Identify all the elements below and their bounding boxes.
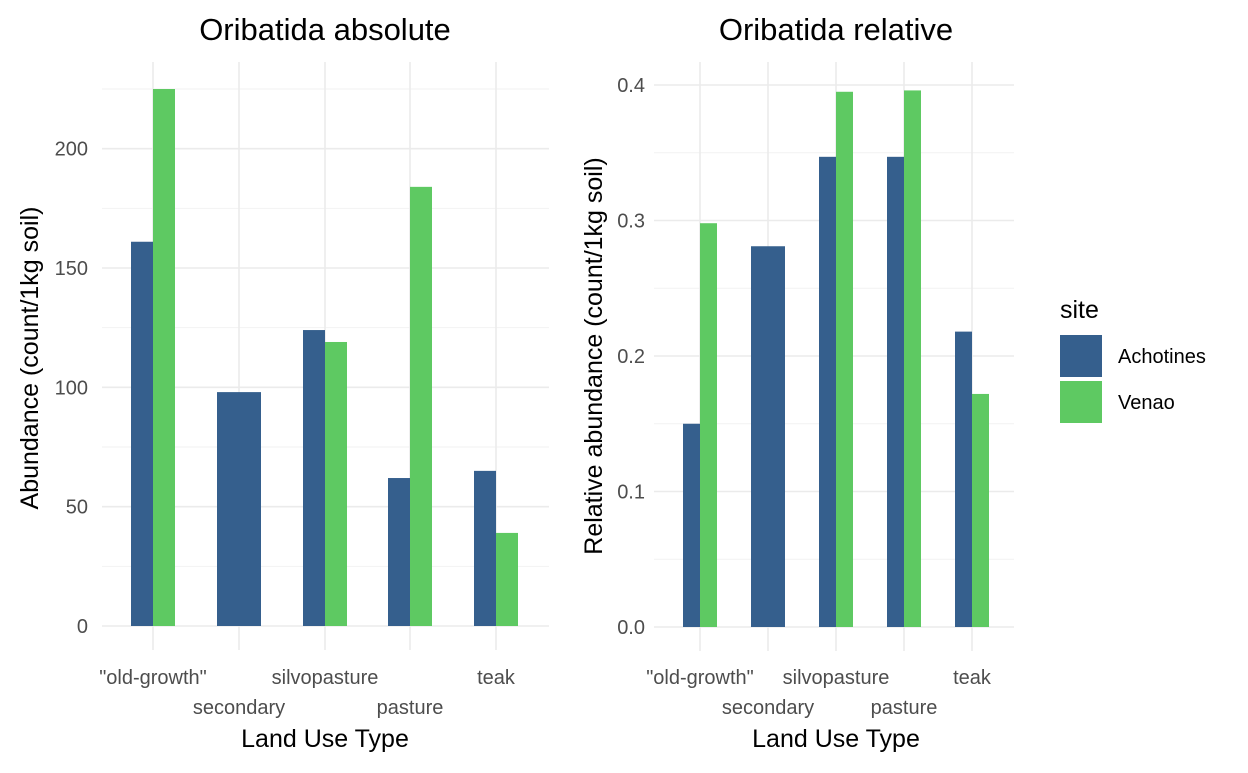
y-axis-title: Abundance (count/1kg soil): [16, 207, 44, 510]
bar-achotines-4: [955, 331, 972, 627]
legend-key-achotines: [1060, 335, 1102, 377]
legend-title: site: [1060, 296, 1099, 324]
y-tick-label: 200: [55, 139, 88, 161]
y-tick-label: 0.2: [617, 346, 645, 368]
y-tick-label: 0.4: [617, 75, 645, 97]
y-axis-title: Relative abundance (count/1kg soil): [580, 157, 608, 554]
bar-achotines-0: [683, 423, 700, 627]
bar-achotines-1: [217, 392, 261, 626]
bar-venao-2: [836, 91, 853, 627]
chart-title: Oribatida relative: [719, 12, 953, 47]
x-tick-label: secondary: [722, 697, 814, 719]
bar-achotines-0: [131, 241, 153, 626]
x-tick-label: silvopasture: [272, 667, 379, 689]
bar-venao-2: [325, 341, 347, 626]
x-tick-label: teak: [477, 667, 516, 689]
y-tick-label: 100: [55, 377, 88, 399]
y-tick-label: 0: [77, 616, 88, 638]
x-tick-label: "old-growth": [99, 667, 207, 689]
bar-achotines-3: [887, 156, 904, 627]
bar-achotines-2: [303, 330, 325, 626]
y-tick-label: 50: [66, 497, 88, 519]
x-tick-label: teak: [953, 667, 992, 689]
x-axis-title: Land Use Type: [752, 725, 920, 753]
legend-label: Achotines: [1118, 346, 1206, 368]
x-tick-label: secondary: [193, 697, 285, 719]
x-tick-label: pasture: [377, 697, 444, 719]
bar-achotines-3: [388, 478, 410, 626]
bar-achotines-2: [819, 156, 836, 627]
bar-venao-3: [410, 186, 432, 626]
x-tick-label: silvopasture: [783, 667, 890, 689]
chart-title: Oribatida absolute: [199, 12, 451, 47]
x-axis-title: Land Use Type: [241, 725, 409, 753]
y-tick-label: 150: [55, 258, 88, 280]
legend-key-venao: [1060, 381, 1102, 423]
bar-venao-4: [496, 532, 518, 626]
bar-venao-0: [153, 89, 175, 626]
legend-label: Venao: [1118, 392, 1175, 414]
bar-venao-3: [904, 90, 921, 628]
y-tick-label: 0.3: [617, 211, 645, 233]
bar-achotines-4: [474, 470, 496, 626]
bar-achotines-1: [751, 246, 785, 627]
bar-venao-0: [700, 223, 717, 627]
y-tick-label: 0.0: [617, 617, 645, 639]
x-tick-label: pasture: [871, 697, 938, 719]
y-tick-label: 0.1: [617, 482, 645, 504]
x-tick-label: "old-growth": [646, 667, 754, 689]
bar-venao-4: [972, 393, 989, 627]
